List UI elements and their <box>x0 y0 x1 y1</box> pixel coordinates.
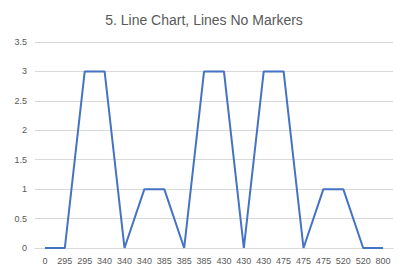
svg-text:475: 475 <box>316 256 331 266</box>
svg-text:385: 385 <box>157 256 172 266</box>
svg-text:295: 295 <box>57 256 72 266</box>
svg-text:430: 430 <box>236 256 251 266</box>
svg-text:340: 340 <box>137 256 152 266</box>
svg-text:800: 800 <box>376 256 391 266</box>
svg-text:430: 430 <box>256 256 271 266</box>
svg-text:5. Line Chart, Lines No Marker: 5. Line Chart, Lines No Markers <box>105 12 303 28</box>
svg-text:340: 340 <box>117 256 132 266</box>
svg-text:0: 0 <box>22 243 27 253</box>
svg-text:475: 475 <box>276 256 291 266</box>
svg-text:0.5: 0.5 <box>14 214 27 224</box>
svg-text:430: 430 <box>216 256 231 266</box>
svg-text:1.5: 1.5 <box>14 155 27 165</box>
svg-text:3: 3 <box>22 66 27 76</box>
svg-text:295: 295 <box>77 256 92 266</box>
svg-text:2.5: 2.5 <box>14 96 27 106</box>
svg-text:0: 0 <box>42 256 47 266</box>
svg-text:385: 385 <box>197 256 212 266</box>
svg-text:385: 385 <box>177 256 192 266</box>
svg-text:3.5: 3.5 <box>14 37 27 47</box>
svg-text:1: 1 <box>22 184 27 194</box>
svg-text:340: 340 <box>97 256 112 266</box>
svg-text:2: 2 <box>22 125 27 135</box>
svg-text:475: 475 <box>296 256 311 266</box>
svg-text:520: 520 <box>336 256 351 266</box>
svg-text:520: 520 <box>356 256 371 266</box>
